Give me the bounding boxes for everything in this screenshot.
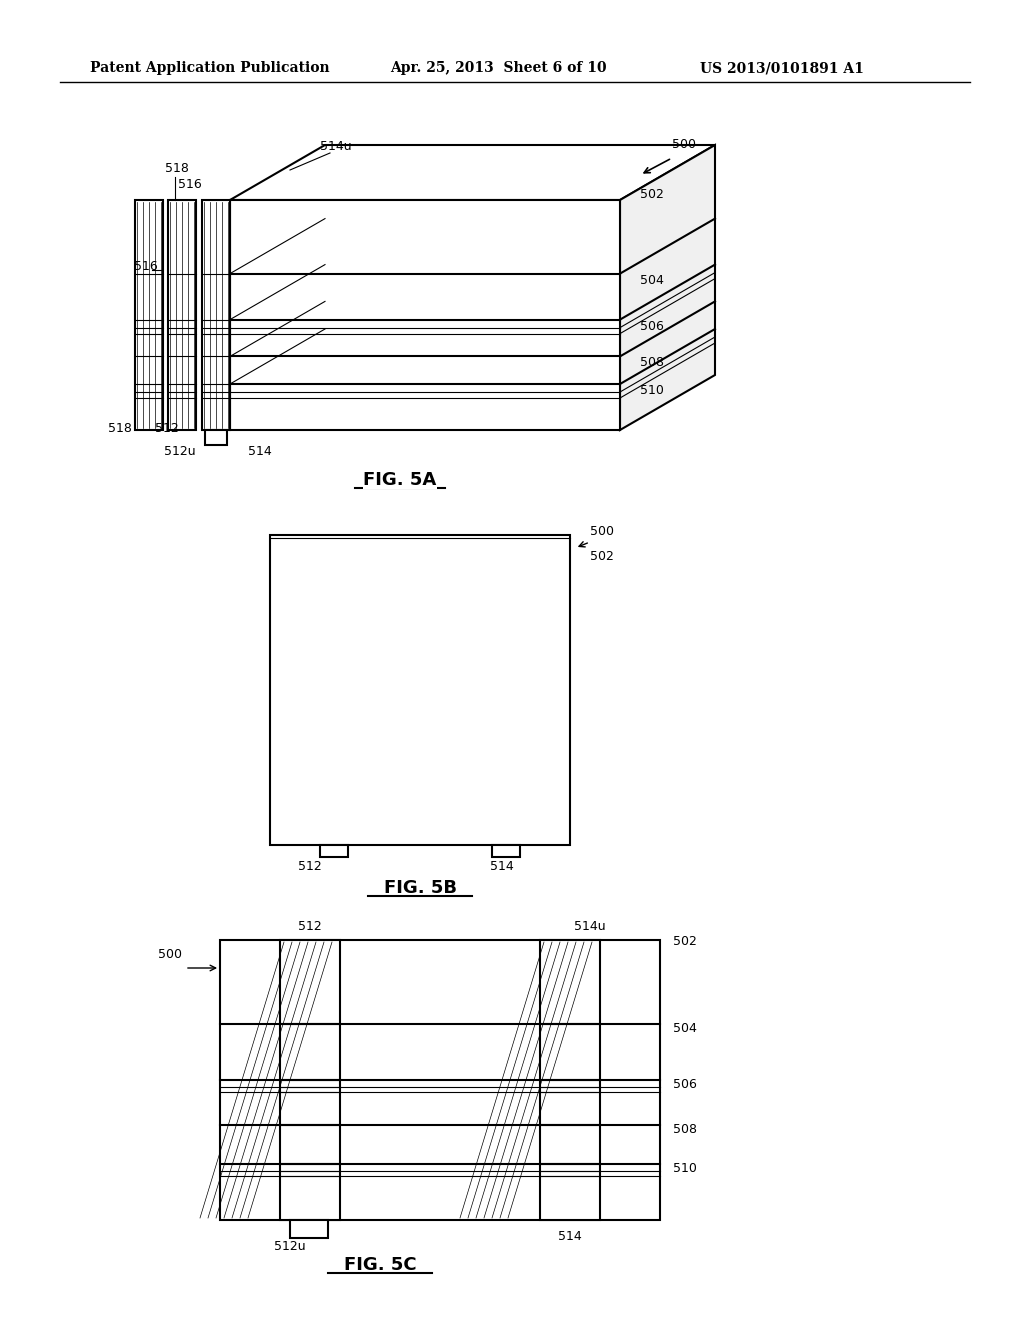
Text: US 2013/0101891 A1: US 2013/0101891 A1 <box>700 61 864 75</box>
Text: 518: 518 <box>109 422 132 436</box>
Text: 514: 514 <box>558 1230 582 1243</box>
Text: FIG. 5A: FIG. 5A <box>364 471 436 488</box>
Text: 506: 506 <box>640 319 664 333</box>
Text: 504: 504 <box>673 1022 697 1035</box>
Text: Apr. 25, 2013  Sheet 6 of 10: Apr. 25, 2013 Sheet 6 of 10 <box>390 61 606 75</box>
Text: 504: 504 <box>640 273 664 286</box>
Text: 512: 512 <box>298 861 322 873</box>
Bar <box>280 940 340 1220</box>
Text: 502: 502 <box>640 187 664 201</box>
Text: 512: 512 <box>298 920 322 933</box>
Text: 514u: 514u <box>319 140 351 153</box>
Text: 506: 506 <box>673 1078 697 1092</box>
Bar <box>168 201 196 430</box>
Bar <box>290 1220 328 1238</box>
Text: 516: 516 <box>178 178 202 191</box>
Text: 510: 510 <box>640 384 664 397</box>
Bar <box>230 201 620 430</box>
Text: 500: 500 <box>672 139 696 150</box>
Text: 502: 502 <box>673 935 697 948</box>
Text: 518: 518 <box>165 162 188 176</box>
Text: 514: 514 <box>490 861 514 873</box>
Text: 514u: 514u <box>574 920 606 933</box>
Bar <box>220 940 660 1220</box>
Text: 500: 500 <box>590 525 614 539</box>
Bar <box>492 845 520 857</box>
Text: 510: 510 <box>673 1162 697 1175</box>
Bar <box>135 201 163 430</box>
Text: Patent Application Publication: Patent Application Publication <box>90 61 330 75</box>
Polygon shape <box>620 145 715 430</box>
Text: 512: 512 <box>155 422 179 436</box>
Text: 512u: 512u <box>274 1239 306 1253</box>
Text: 514: 514 <box>248 445 272 458</box>
Text: FIG. 5B: FIG. 5B <box>384 879 457 898</box>
Bar <box>205 430 227 445</box>
Bar <box>202 201 230 430</box>
Text: 516: 516 <box>134 260 158 273</box>
Bar <box>270 535 570 845</box>
Bar <box>319 845 348 857</box>
Text: 508: 508 <box>640 356 664 370</box>
Text: 512u: 512u <box>164 445 196 458</box>
Text: 500: 500 <box>158 948 182 961</box>
Bar <box>540 940 600 1220</box>
Text: 508: 508 <box>673 1123 697 1135</box>
Text: FIG. 5C: FIG. 5C <box>344 1257 417 1274</box>
Polygon shape <box>230 145 715 201</box>
Text: 502: 502 <box>590 550 613 564</box>
